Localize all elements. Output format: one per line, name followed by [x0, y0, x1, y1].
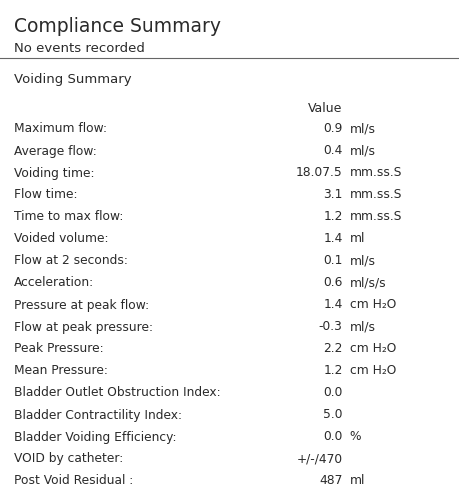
Text: Bladder Outlet Obstruction Index:: Bladder Outlet Obstruction Index:: [14, 386, 220, 400]
Text: 1.2: 1.2: [323, 364, 342, 378]
Text: 0.6: 0.6: [323, 276, 342, 289]
Text: Time to max flow:: Time to max flow:: [14, 210, 123, 224]
Text: VOID by catheter:: VOID by catheter:: [14, 452, 123, 466]
Text: Value: Value: [308, 102, 342, 116]
Text: ml/s: ml/s: [349, 320, 375, 334]
Text: 5.0: 5.0: [323, 408, 342, 422]
Text: Voiding time:: Voiding time:: [14, 166, 94, 179]
Text: 0.0: 0.0: [323, 430, 342, 444]
Text: Flow at 2 seconds:: Flow at 2 seconds:: [14, 254, 128, 268]
Text: cm H₂O: cm H₂O: [349, 298, 395, 312]
Text: -0.3: -0.3: [318, 320, 342, 334]
Text: 0.4: 0.4: [323, 144, 342, 158]
Text: ml/s: ml/s: [349, 254, 375, 268]
Text: 1.4: 1.4: [323, 298, 342, 312]
Text: mm.ss.S: mm.ss.S: [349, 210, 401, 224]
Text: Voided volume:: Voided volume:: [14, 232, 108, 245]
Text: 1.2: 1.2: [323, 210, 342, 224]
Text: ml/s: ml/s: [349, 144, 375, 158]
Text: ml/s/s: ml/s/s: [349, 276, 386, 289]
Text: Acceleration:: Acceleration:: [14, 276, 94, 289]
Text: Mean Pressure:: Mean Pressure:: [14, 364, 107, 378]
Text: 18.07.5: 18.07.5: [295, 166, 342, 179]
Text: Maximum flow:: Maximum flow:: [14, 122, 106, 136]
Text: 3.1: 3.1: [323, 188, 342, 202]
Text: Bladder Contractility Index:: Bladder Contractility Index:: [14, 408, 181, 422]
Text: cm H₂O: cm H₂O: [349, 364, 395, 378]
Text: mm.ss.S: mm.ss.S: [349, 166, 401, 179]
Text: Flow time:: Flow time:: [14, 188, 77, 202]
Text: 487: 487: [319, 474, 342, 488]
Text: ml: ml: [349, 474, 364, 488]
Text: Bladder Voiding Efficiency:: Bladder Voiding Efficiency:: [14, 430, 176, 444]
Text: 0.0: 0.0: [323, 386, 342, 400]
Text: mm.ss.S: mm.ss.S: [349, 188, 401, 202]
Text: No events recorded: No events recorded: [14, 42, 145, 56]
Text: ml/s: ml/s: [349, 122, 375, 136]
Text: Peak Pressure:: Peak Pressure:: [14, 342, 103, 355]
Text: +/-/470: +/-/470: [296, 452, 342, 466]
Text: cm H₂O: cm H₂O: [349, 342, 395, 355]
Text: Voiding Summary: Voiding Summary: [14, 72, 131, 86]
Text: Flow at peak pressure:: Flow at peak pressure:: [14, 320, 152, 334]
Text: Compliance Summary: Compliance Summary: [14, 18, 220, 36]
Text: 2.2: 2.2: [323, 342, 342, 355]
Text: Post Void Residual :: Post Void Residual :: [14, 474, 133, 488]
Text: 0.9: 0.9: [323, 122, 342, 136]
Text: ml: ml: [349, 232, 364, 245]
Text: 0.1: 0.1: [323, 254, 342, 268]
Text: 1.4: 1.4: [323, 232, 342, 245]
Text: %: %: [349, 430, 360, 444]
Text: Average flow:: Average flow:: [14, 144, 96, 158]
Text: Pressure at peak flow:: Pressure at peak flow:: [14, 298, 149, 312]
